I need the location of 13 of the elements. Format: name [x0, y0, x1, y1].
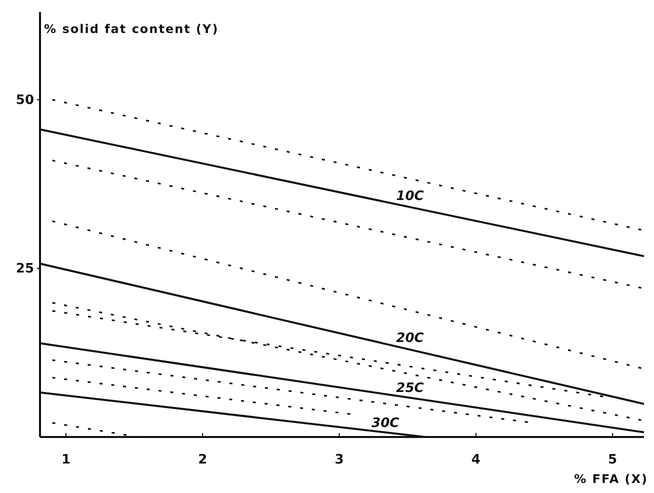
- x-tick-label: 1: [61, 452, 70, 468]
- y-tick-label: 25: [16, 262, 34, 277]
- x-axis-title: % FFA (X): [574, 472, 648, 486]
- y-axis-title: % solid fat content (Y): [44, 22, 219, 36]
- x-tick-label: 2: [198, 452, 208, 468]
- x-tick-label: 4: [471, 452, 480, 468]
- x-tick-label: 3: [334, 452, 344, 468]
- series-label: 10C: [396, 188, 424, 204]
- y-tick-label: 50: [16, 92, 34, 108]
- series-label: 30C: [372, 416, 400, 432]
- series-label: 20C: [396, 330, 424, 346]
- x-tick-label: 5: [608, 452, 618, 468]
- series-label: 25C: [396, 380, 424, 396]
